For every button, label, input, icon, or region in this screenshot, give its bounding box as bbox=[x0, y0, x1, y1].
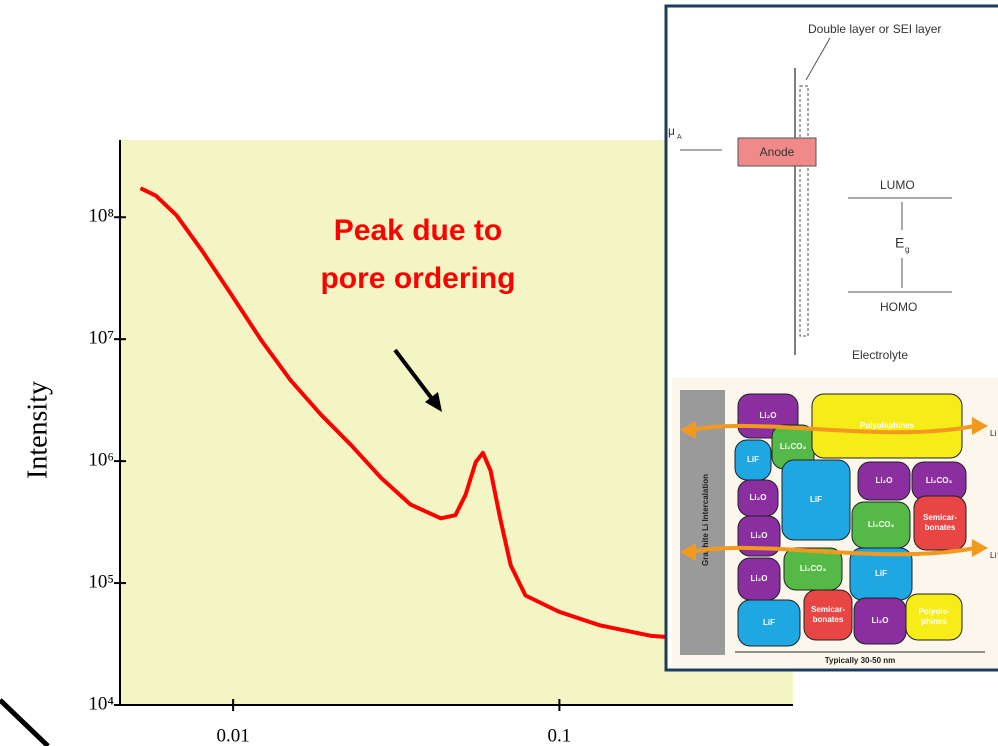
decor-line bbox=[0, 698, 50, 746]
grain-label: Semicar- bbox=[811, 605, 845, 614]
graphite-label: Graphite Li Intercalation bbox=[701, 474, 710, 566]
sei-grain bbox=[803, 589, 853, 641]
grain-label: LiF bbox=[763, 618, 775, 627]
grain-label: LiF bbox=[875, 569, 887, 578]
sei-grain bbox=[811, 393, 963, 459]
anode-label: Anode bbox=[760, 145, 795, 159]
gap-sub: g bbox=[905, 245, 909, 254]
ion-head bbox=[972, 417, 988, 435]
grain-label: Li₂O bbox=[751, 574, 768, 583]
grain-label: Polyole- bbox=[918, 607, 949, 616]
annotation: Peak due to bbox=[334, 214, 502, 247]
grain-label: Li₂CO₃ bbox=[926, 476, 953, 485]
grain-label: LiF bbox=[810, 495, 822, 504]
sei-grain bbox=[737, 599, 801, 647]
grain-label: bonates bbox=[925, 523, 956, 532]
ion-label: Li⁺ bbox=[990, 551, 998, 560]
y-tick-label: 10⁵ bbox=[88, 571, 114, 592]
grain-label: Li₂CO₃ bbox=[868, 520, 895, 529]
y-tick-label: 10⁸ bbox=[88, 206, 114, 227]
annotation-arrow bbox=[393, 348, 438, 406]
sei-layer bbox=[799, 85, 809, 337]
grain-label: Li₂CO₃ bbox=[780, 442, 807, 451]
grain-label: Li₂O bbox=[876, 476, 893, 485]
x-tick-label: 0.1 bbox=[548, 725, 572, 746]
scale-label: Typically 30-50 nm bbox=[825, 656, 896, 665]
lumo-label: LUMO bbox=[880, 178, 915, 192]
grain-label: Polyolephines bbox=[860, 421, 915, 430]
sei-grain bbox=[905, 593, 963, 641]
y-tick-label: 10⁶ bbox=[88, 449, 114, 470]
annotation: pore ordering bbox=[320, 262, 515, 295]
grain-label: bonates bbox=[813, 615, 844, 624]
ion-head bbox=[680, 421, 696, 439]
gap-label: E bbox=[895, 235, 904, 251]
electrolyte-label: Electrolyte bbox=[852, 348, 908, 362]
grain-label: Li₂O bbox=[751, 531, 768, 540]
sei-grain bbox=[857, 461, 911, 501]
anode-box bbox=[737, 137, 817, 167]
homo-label: HOMO bbox=[880, 300, 917, 314]
annotation-arrowhead bbox=[425, 392, 442, 412]
grain-label: phines bbox=[921, 617, 947, 626]
mu-label: μ bbox=[668, 124, 675, 138]
ion-path bbox=[691, 545, 976, 557]
sei-grain bbox=[913, 495, 967, 551]
grain-label: Semicar- bbox=[923, 513, 957, 522]
ion-path bbox=[691, 423, 976, 435]
x-tick-label: 0.01 bbox=[217, 725, 250, 746]
ion-head bbox=[680, 543, 696, 561]
inset: Double layer or SEI layer μ A Anode LUMO E g HO… bbox=[664, 4, 998, 672]
grain-label: Li₂O bbox=[872, 616, 889, 625]
grain-label: Li₂CO₃ bbox=[800, 564, 827, 573]
ion-label: Li bbox=[990, 429, 996, 438]
pointer bbox=[805, 37, 831, 81]
y-axis-label: Intensity bbox=[22, 381, 53, 479]
grain-label: LiF bbox=[747, 455, 759, 464]
grain-label: Li₂O bbox=[760, 411, 777, 420]
y-tick-label: 10⁴ bbox=[88, 693, 114, 714]
y-tick-label: 10⁷ bbox=[88, 328, 114, 349]
mu-sub: A bbox=[677, 134, 682, 141]
sei-grain bbox=[781, 459, 851, 541]
ion-head bbox=[972, 539, 988, 557]
grain-label: Li₂O bbox=[750, 493, 767, 502]
data-line bbox=[139, 186, 690, 641]
layer-label: Double layer or SEI layer bbox=[808, 22, 941, 36]
